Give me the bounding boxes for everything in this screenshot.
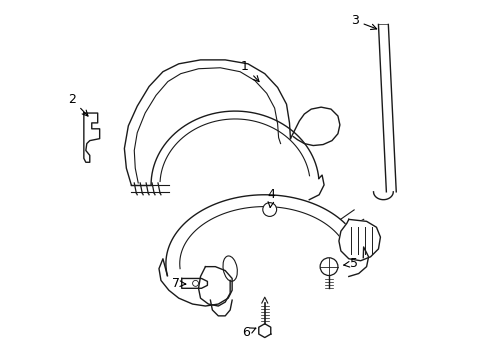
Circle shape: [262, 203, 276, 216]
Polygon shape: [182, 278, 207, 288]
Text: 1: 1: [241, 60, 259, 82]
Circle shape: [192, 280, 198, 286]
Text: 4: 4: [267, 188, 275, 208]
Circle shape: [320, 258, 337, 275]
Polygon shape: [258, 324, 270, 338]
Polygon shape: [83, 113, 100, 162]
Text: 6: 6: [242, 326, 255, 339]
Text: 2: 2: [68, 93, 88, 116]
Polygon shape: [338, 219, 380, 261]
Text: 7: 7: [171, 277, 185, 290]
Text: 5: 5: [343, 257, 357, 270]
Text: 3: 3: [350, 14, 376, 30]
